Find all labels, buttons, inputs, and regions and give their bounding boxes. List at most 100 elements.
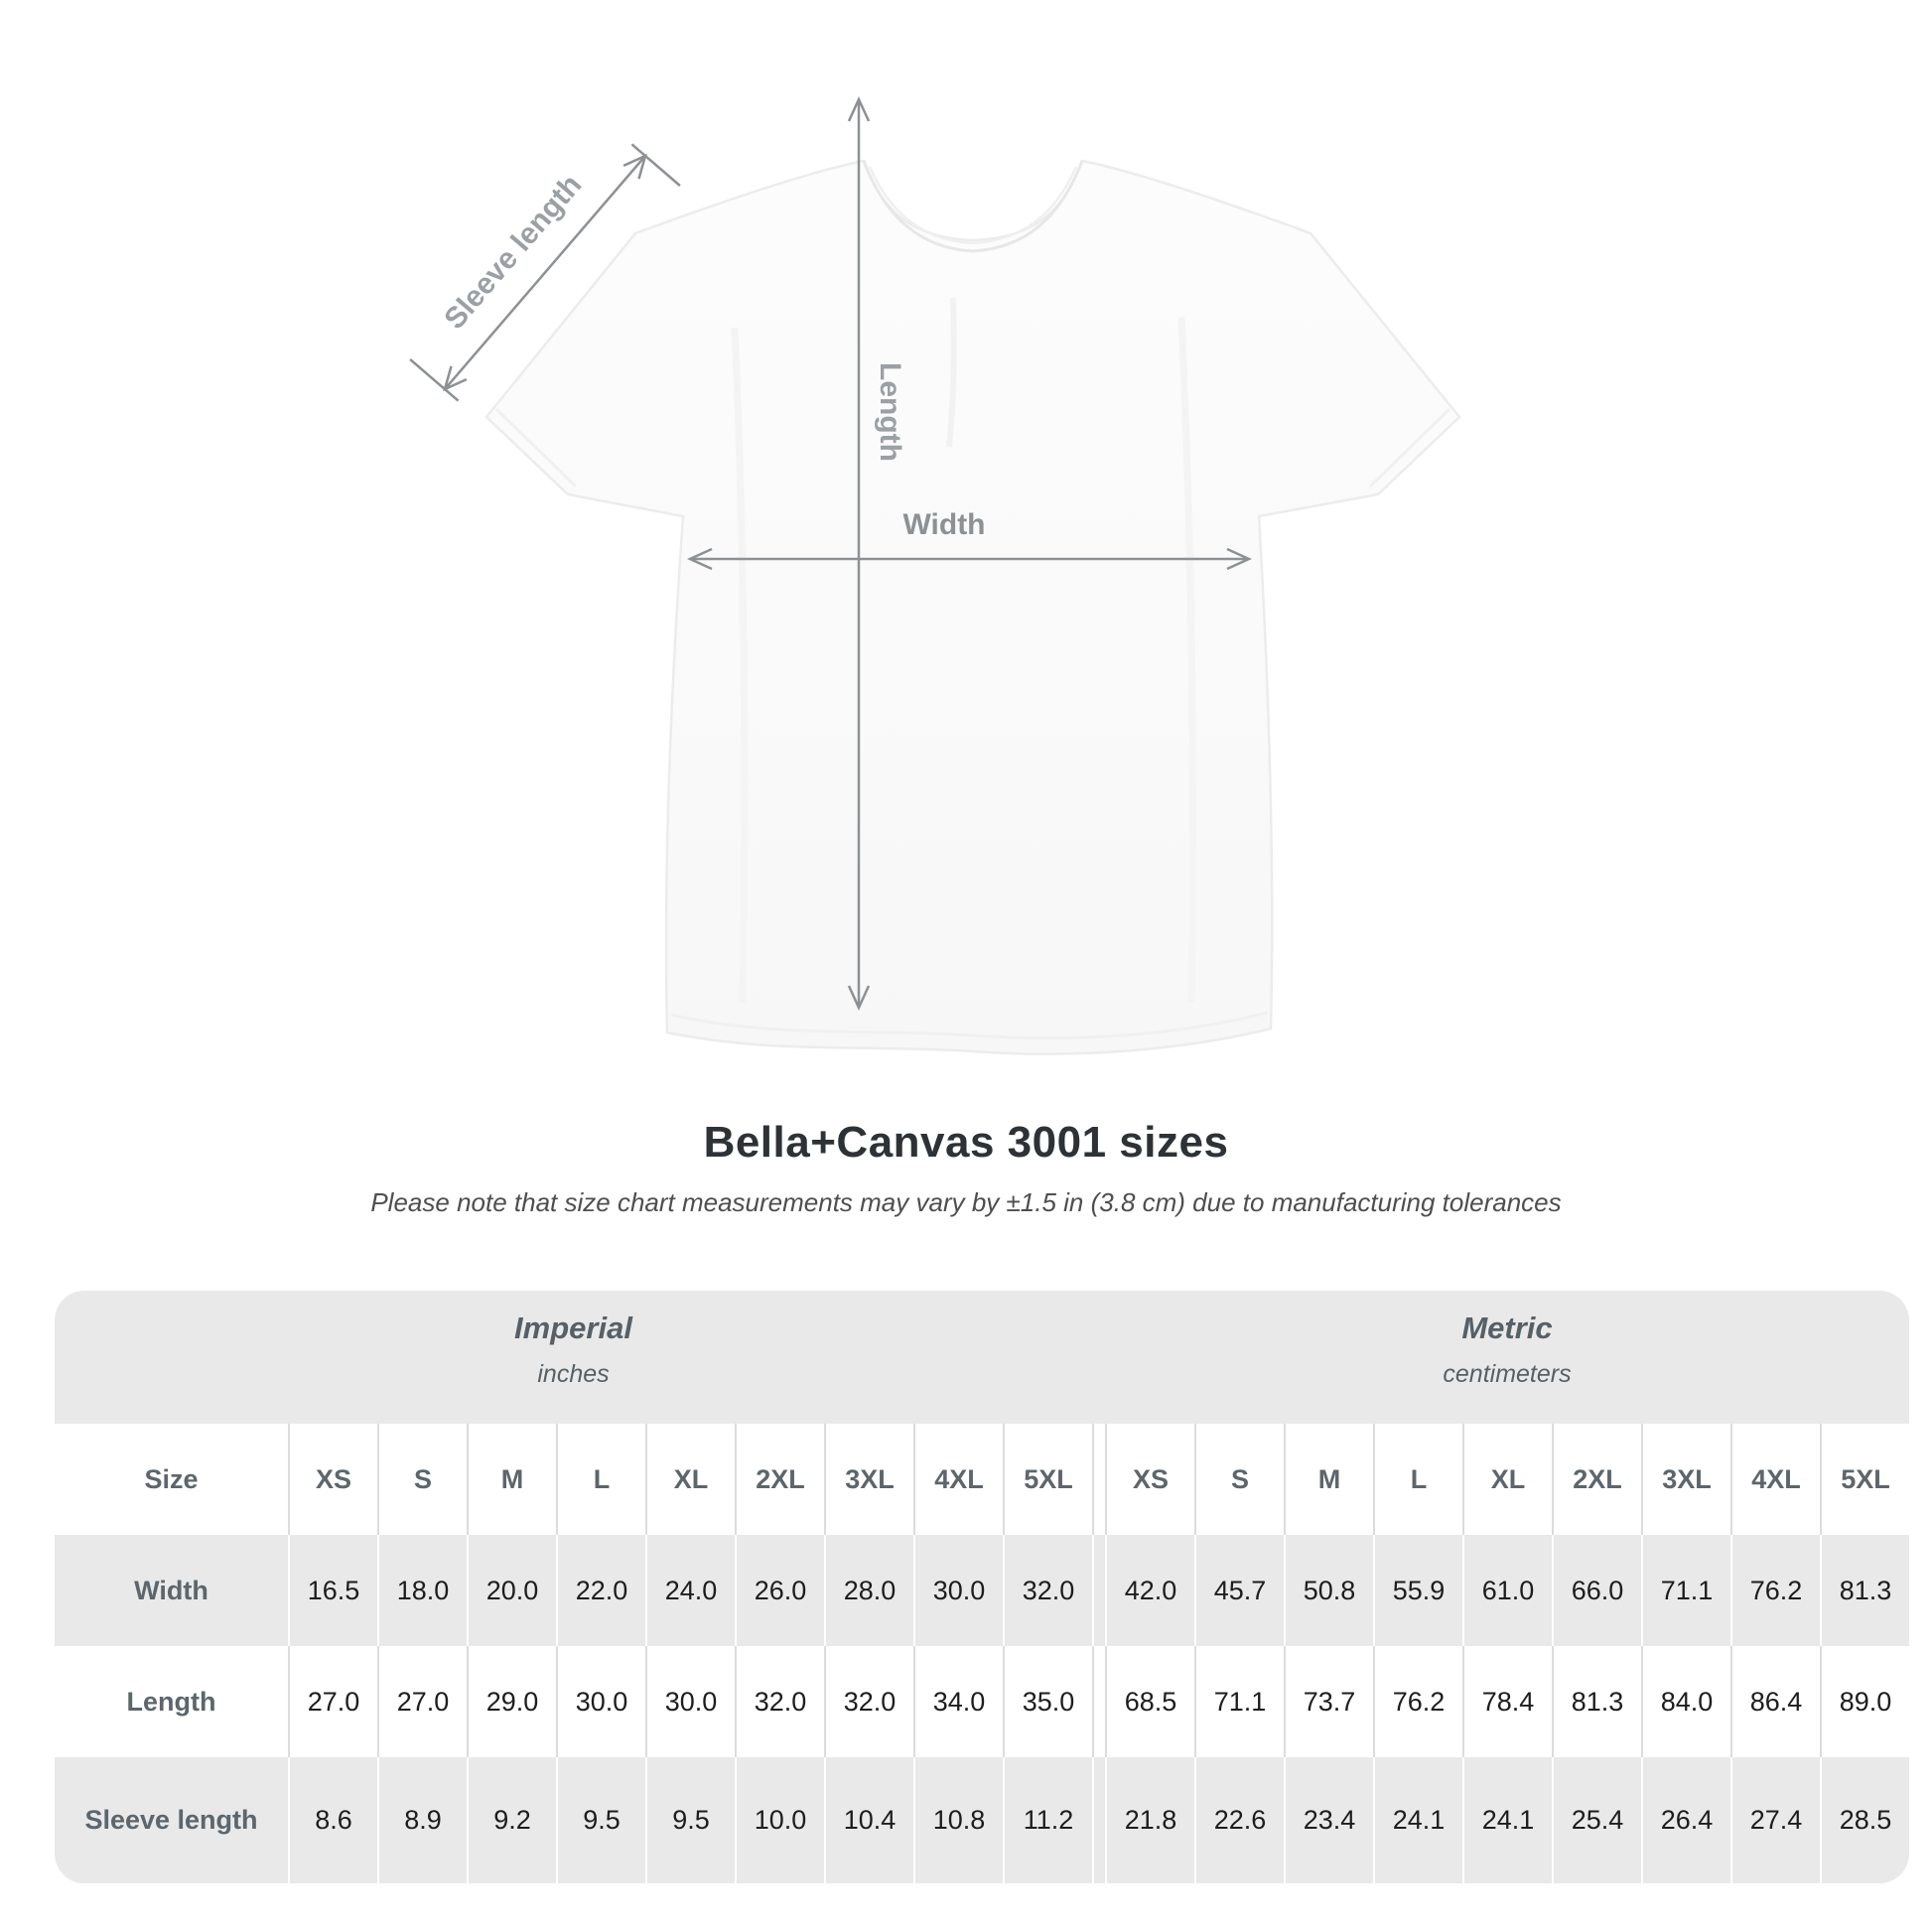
value-cell: 10.4 bbox=[824, 1757, 913, 1883]
size-col-l: L bbox=[556, 1424, 645, 1535]
length-dimension-arrow bbox=[847, 95, 871, 1012]
value-cell: 9.5 bbox=[556, 1757, 645, 1883]
value-cell: 30.0 bbox=[645, 1646, 735, 1757]
value-cell: 21.8 bbox=[1105, 1757, 1194, 1883]
size-header-row: Size XS S M L XL 2XL 3XL 4XL 5XL XS S M L XL 2XL 3XL 4XL 5… bbox=[55, 1424, 1909, 1535]
size-header: Size bbox=[144, 1463, 199, 1494]
value-cell: 26.0 bbox=[735, 1535, 824, 1646]
group-unit: centimeters bbox=[1443, 1360, 1572, 1388]
value-cell: 32.0 bbox=[1003, 1535, 1092, 1646]
value-cell: 27.0 bbox=[288, 1646, 377, 1757]
value-cell: 84.0 bbox=[1641, 1646, 1730, 1757]
size-col-xs: XS bbox=[1105, 1424, 1194, 1535]
group-name: Metric bbox=[1461, 1311, 1553, 1345]
unit-group-row: Imperial inches Metric centimeters bbox=[55, 1291, 1909, 1424]
value-cell: 78.4 bbox=[1462, 1646, 1552, 1757]
value-cell: 32.0 bbox=[824, 1646, 913, 1757]
group-unit: inches bbox=[537, 1360, 610, 1388]
value-cell: 42.0 bbox=[1105, 1535, 1194, 1646]
value-cell: 10.0 bbox=[735, 1757, 824, 1883]
group-gap bbox=[1092, 1646, 1105, 1757]
value-cell: 30.0 bbox=[913, 1535, 1003, 1646]
row-label: Sleeve length bbox=[84, 1805, 258, 1835]
value-cell: 11.2 bbox=[1003, 1757, 1092, 1883]
value-cell: 34.0 bbox=[913, 1646, 1003, 1757]
value-cell: 81.3 bbox=[1552, 1646, 1641, 1757]
title-block: Bella+Canvas 3001 sizes Please note that… bbox=[0, 1118, 1932, 1218]
value-cell: 81.3 bbox=[1820, 1535, 1909, 1646]
value-cell: 66.0 bbox=[1552, 1535, 1641, 1646]
value-cell: 8.6 bbox=[288, 1757, 377, 1883]
size-col-4xl: 4XL bbox=[1730, 1424, 1820, 1535]
table-row-width: Width 16.5 18.0 20.0 22.0 24.0 26.0 28.0 30.0 32.… bbox=[55, 1535, 1909, 1646]
value-cell: 29.0 bbox=[467, 1646, 556, 1757]
size-col-m: M bbox=[1284, 1424, 1373, 1535]
value-cell: 76.2 bbox=[1730, 1535, 1820, 1646]
size-col-xl: XL bbox=[645, 1424, 735, 1535]
size-col-xl: XL bbox=[1462, 1424, 1552, 1535]
value-cell: 24.1 bbox=[1373, 1757, 1462, 1883]
size-col-l: L bbox=[1373, 1424, 1462, 1535]
value-cell: 76.2 bbox=[1373, 1646, 1462, 1757]
size-table: Imperial inches Metric centimeters Size XS S M L… bbox=[55, 1291, 1909, 1883]
value-cell: 20.0 bbox=[467, 1535, 556, 1646]
value-cell: 26.4 bbox=[1641, 1757, 1730, 1883]
group-header-imperial: Imperial inches bbox=[55, 1291, 1092, 1424]
width-dimension-arrow bbox=[686, 547, 1253, 571]
value-cell: 24.0 bbox=[645, 1535, 735, 1646]
value-cell: 24.1 bbox=[1462, 1757, 1552, 1883]
size-col-3xl: 3XL bbox=[1641, 1424, 1730, 1535]
value-cell: 28.0 bbox=[824, 1535, 913, 1646]
value-cell: 55.9 bbox=[1373, 1535, 1462, 1646]
length-label: Length bbox=[874, 362, 906, 462]
value-cell: 86.4 bbox=[1730, 1646, 1820, 1757]
value-cell: 30.0 bbox=[556, 1646, 645, 1757]
value-cell: 32.0 bbox=[735, 1646, 824, 1757]
value-cell: 9.5 bbox=[645, 1757, 735, 1883]
value-cell: 89.0 bbox=[1820, 1646, 1909, 1757]
value-cell: 8.9 bbox=[377, 1757, 467, 1883]
value-cell: 27.0 bbox=[377, 1646, 467, 1757]
value-cell: 22.6 bbox=[1194, 1757, 1284, 1883]
group-gap bbox=[1092, 1757, 1105, 1883]
value-cell: 9.2 bbox=[467, 1757, 556, 1883]
group-name: Imperial bbox=[514, 1311, 632, 1345]
row-label: Width bbox=[134, 1575, 208, 1605]
value-cell: 25.4 bbox=[1552, 1757, 1641, 1883]
size-col-2xl: 2XL bbox=[1552, 1424, 1641, 1535]
tshirt-illustration bbox=[484, 159, 1461, 1055]
value-cell: 50.8 bbox=[1284, 1535, 1373, 1646]
value-cell: 61.0 bbox=[1462, 1535, 1552, 1646]
sleeve-length-dimension-arrow bbox=[409, 143, 681, 402]
size-col-4xl: 4XL bbox=[913, 1424, 1003, 1535]
value-cell: 27.4 bbox=[1730, 1757, 1820, 1883]
size-col-m: M bbox=[467, 1424, 556, 1535]
value-cell: 23.4 bbox=[1284, 1757, 1373, 1883]
size-col-xs: XS bbox=[288, 1424, 377, 1535]
value-cell: 68.5 bbox=[1105, 1646, 1194, 1757]
group-gap bbox=[1092, 1291, 1105, 1424]
group-header-metric: Metric centimeters bbox=[1105, 1291, 1909, 1424]
size-col-3xl: 3XL bbox=[824, 1424, 913, 1535]
value-cell: 71.1 bbox=[1641, 1535, 1730, 1646]
page-title: Bella+Canvas 3001 sizes bbox=[703, 1118, 1229, 1167]
tshirt-diagram: Length Width Sleeve length bbox=[409, 95, 1461, 1055]
value-cell: 35.0 bbox=[1003, 1646, 1092, 1757]
table-row-sleeve-length: Sleeve length 8.6 8.9 9.2 9.5 9.5 10.0 10.4 10.8… bbox=[55, 1757, 1909, 1883]
tolerance-note: Please note that size chart measurements… bbox=[370, 1187, 1562, 1217]
value-cell: 73.7 bbox=[1284, 1646, 1373, 1757]
size-col-5xl: 5XL bbox=[1820, 1424, 1909, 1535]
table-row-length: Length 27.0 27.0 29.0 30.0 30.0 32.0 32.0 34.0 35… bbox=[55, 1646, 1909, 1757]
value-cell: 28.5 bbox=[1820, 1757, 1909, 1883]
value-cell: 22.0 bbox=[556, 1535, 645, 1646]
value-cell: 45.7 bbox=[1194, 1535, 1284, 1646]
group-gap bbox=[1092, 1535, 1105, 1646]
group-gap bbox=[1092, 1424, 1105, 1535]
size-col-s: S bbox=[1194, 1424, 1284, 1535]
size-col-2xl: 2XL bbox=[735, 1424, 824, 1535]
value-cell: 71.1 bbox=[1194, 1646, 1284, 1757]
size-col-5xl: 5XL bbox=[1003, 1424, 1092, 1535]
size-col-s: S bbox=[377, 1424, 467, 1535]
row-label: Length bbox=[126, 1686, 216, 1717]
